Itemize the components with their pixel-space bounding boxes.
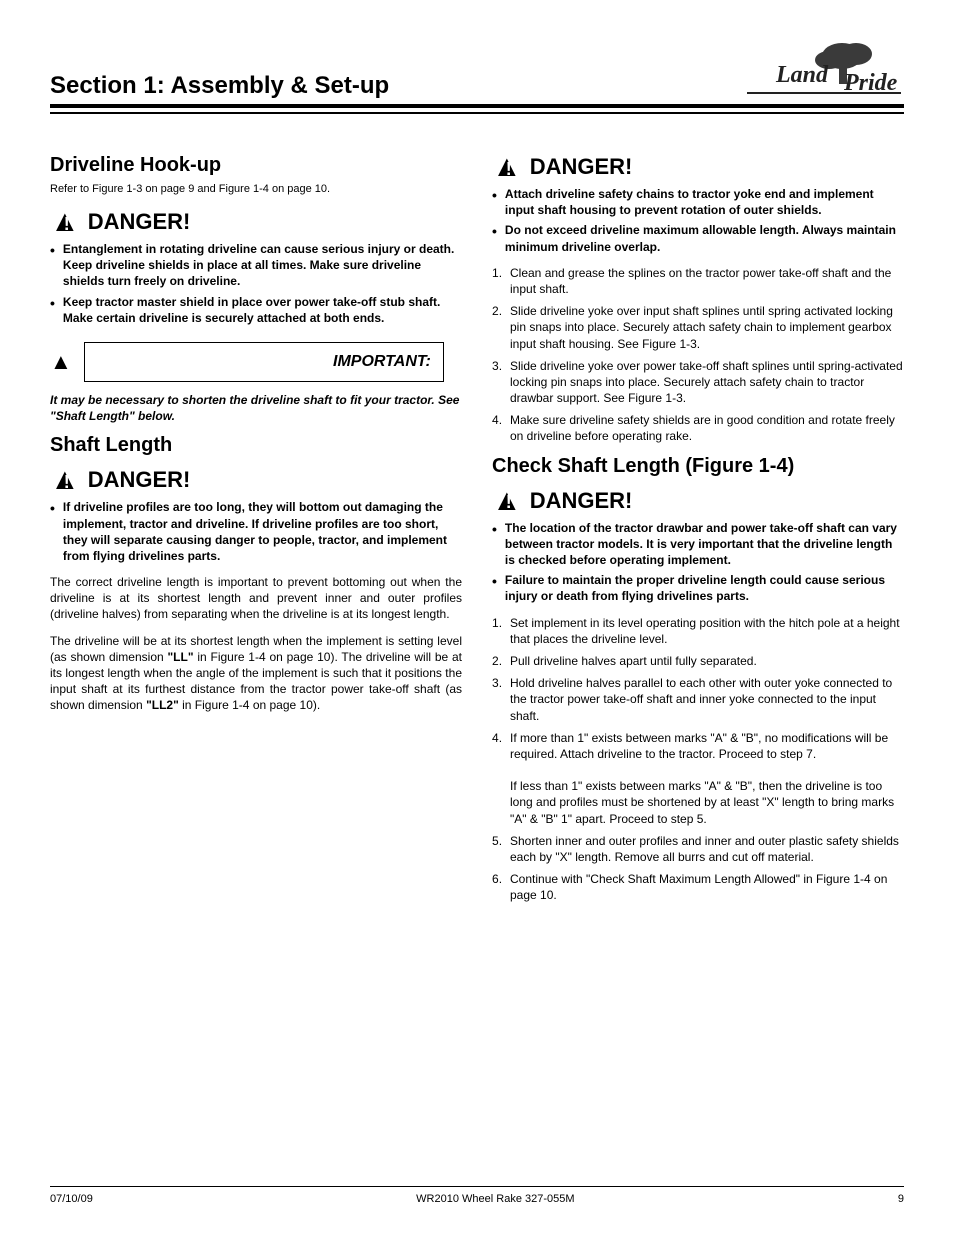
important-label: IMPORTANT: [333, 353, 431, 371]
step-item: Clean and grease the splines on the trac… [510, 265, 904, 297]
step-item: Make sure driveline safety shields are i… [510, 412, 904, 444]
danger-bullet: Attach driveline safety chains to tracto… [505, 186, 904, 218]
exclamation-icon: ! [506, 492, 512, 513]
check-heading: Check Shaft Length (Figure 1-4) [492, 455, 904, 478]
check-danger-bullets: The location of the tractor drawbar and … [492, 520, 904, 605]
step-item: Continue with "Check Shaft Maximum Lengt… [510, 871, 904, 903]
danger-bullet: If driveline profiles are too long, they… [63, 499, 462, 564]
important-box: IMPORTANT: [84, 342, 444, 382]
step-item: Hold driveline halves parallel to each o… [510, 675, 904, 724]
steps-list-2: Set implement in its level operating pos… [492, 615, 904, 904]
exclamation-icon: ! [64, 472, 70, 493]
exclamation-icon: ! [64, 214, 70, 235]
danger-label-2: DANGER! [88, 467, 191, 493]
important-text: It may be necessary to shorten the drive… [50, 392, 462, 424]
footer-doc-title: WR2010 Wheel Rake 327-055M [416, 1193, 574, 1205]
danger-bullets-1: Entanglement in rotating driveline can c… [50, 241, 462, 326]
danger-bullet: Failure to maintain the proper driveline… [505, 572, 904, 604]
danger-label-4: DANGER! [530, 488, 633, 514]
footer-page-number: 9 [898, 1193, 904, 1205]
step-item: Slide driveline yoke over input shaft sp… [510, 303, 904, 352]
left-column: Driveline Hook-up Refer to Figure 1-3 on… [50, 144, 462, 914]
danger-label-1: DANGER! [88, 209, 191, 235]
header-rule [50, 104, 904, 114]
shaft-para-1: The correct driveline length is importan… [50, 574, 462, 623]
svg-text:Land: Land [775, 62, 829, 88]
driveline-refer: Refer to Figure 1-3 on page 9 and Figure… [50, 183, 462, 195]
step-item: Set implement in its level operating pos… [510, 615, 904, 647]
danger-bullet: The location of the tractor drawbar and … [505, 520, 904, 569]
section-title: Section 1: Assembly & Set-up [50, 72, 389, 100]
footer-date: 07/10/09 [50, 1193, 93, 1205]
danger-label-3: DANGER! [530, 154, 633, 180]
danger-bullet: Entanglement in rotating driveline can c… [63, 241, 462, 290]
brand-logo: Land Pride [744, 40, 904, 100]
right-danger-bullets: Attach driveline safety chains to tracto… [492, 186, 904, 255]
step-item: Shorten inner and outer profiles and inn… [510, 833, 904, 865]
shaft-heading: Shaft Length [50, 434, 462, 457]
right-column: ▲ ! DANGER! Attach driveline safety chai… [492, 144, 904, 914]
steps-list-1: Clean and grease the splines on the trac… [492, 265, 904, 445]
step-item: If more than 1" exists between marks "A"… [510, 730, 904, 827]
driveline-heading: Driveline Hook-up [50, 154, 462, 177]
danger-bullet: Do not exceed driveline maximum allowabl… [505, 222, 904, 254]
danger-bullet: Keep tractor master shield in place over… [63, 294, 462, 326]
info-triangle-icon: ▲ [50, 351, 72, 373]
step-item: Pull driveline halves apart until fully … [510, 653, 757, 669]
shaft-danger-bullets: If driveline profiles are too long, they… [50, 499, 462, 564]
shaft-para-2: The driveline will be at its shortest le… [50, 633, 462, 714]
page-footer: 07/10/09 WR2010 Wheel Rake 327-055M 9 [50, 1186, 904, 1205]
exclamation-icon: ! [506, 159, 512, 180]
step-item: Slide driveline yoke over power take-off… [510, 358, 904, 407]
